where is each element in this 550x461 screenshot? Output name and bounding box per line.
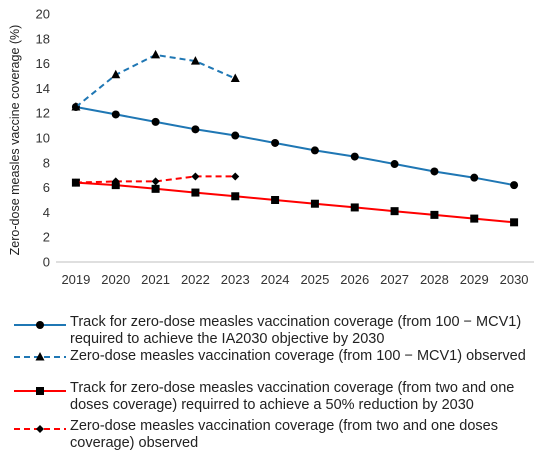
x-tick-label: 2030 bbox=[500, 272, 529, 287]
data-point bbox=[230, 73, 240, 82]
data-point bbox=[71, 102, 81, 111]
x-tick-label: 2026 bbox=[340, 272, 369, 287]
data-point bbox=[111, 177, 120, 186]
data-point bbox=[390, 207, 399, 216]
series-3 bbox=[71, 172, 240, 187]
y-tick-label: 14 bbox=[36, 81, 50, 96]
x-tick-label: 2023 bbox=[221, 272, 250, 287]
series-line bbox=[75, 181, 515, 224]
legend-swatch-observed-mcv1 bbox=[14, 352, 66, 361]
data-point bbox=[191, 188, 200, 197]
y-axis-title: Zero-dose measles vaccine coverage (%) bbox=[8, 25, 22, 256]
line-chart: Zero-dose measles vaccine coverage (%) 0… bbox=[8, 7, 534, 287]
data-point bbox=[271, 138, 280, 147]
data-point bbox=[231, 131, 240, 140]
x-tick-label: 2028 bbox=[420, 272, 449, 287]
x-tick-label: 2025 bbox=[300, 272, 329, 287]
x-tick-label: 2024 bbox=[261, 272, 290, 287]
data-point bbox=[390, 160, 399, 169]
data-point bbox=[310, 199, 319, 208]
series-2 bbox=[71, 178, 519, 227]
data-point bbox=[430, 210, 439, 219]
data-point bbox=[191, 172, 200, 181]
y-tick-label: 20 bbox=[36, 7, 50, 22]
x-tick-label: 2020 bbox=[101, 272, 130, 287]
series-line bbox=[75, 106, 515, 187]
y-tick-label: 6 bbox=[43, 180, 50, 195]
y-tick-label: 4 bbox=[43, 205, 50, 220]
y-tick-label: 16 bbox=[36, 56, 50, 71]
legend-swatch-track-doses bbox=[14, 387, 66, 395]
data-point bbox=[111, 69, 121, 79]
data-point bbox=[231, 192, 240, 201]
x-tick-label: 2019 bbox=[61, 272, 90, 287]
legend-swatch-observed-doses bbox=[14, 425, 66, 433]
data-point bbox=[231, 172, 240, 181]
y-tick-label: 12 bbox=[36, 106, 50, 121]
x-tick-label: 2021 bbox=[141, 272, 170, 287]
x-tick-label: 2027 bbox=[380, 272, 409, 287]
data-point bbox=[510, 218, 519, 227]
data-point bbox=[310, 146, 319, 155]
data-point bbox=[151, 49, 161, 59]
legend-label-observed-mcv1: Zero-dose measles vaccination coverage (… bbox=[70, 348, 526, 364]
legend-label-track-mcv1: Track for zero-dose measles vaccination … bbox=[70, 314, 522, 347]
legend-swatch-track-mcv1 bbox=[14, 321, 66, 329]
data-point bbox=[470, 214, 479, 223]
y-tick-label: 18 bbox=[36, 31, 50, 46]
data-point bbox=[510, 181, 519, 190]
data-point bbox=[350, 152, 359, 161]
y-tick-label: 8 bbox=[43, 155, 50, 170]
series-line bbox=[75, 175, 236, 184]
series-0 bbox=[71, 103, 519, 190]
x-tick-label: 2022 bbox=[181, 272, 210, 287]
data-point bbox=[430, 167, 439, 176]
data-point bbox=[271, 196, 280, 204]
y-tick-label: 10 bbox=[36, 131, 50, 146]
data-point bbox=[71, 178, 80, 187]
x-tick-label: 2029 bbox=[460, 272, 489, 287]
data-point bbox=[350, 203, 359, 212]
legend-label-observed-doses: Zero-dose measles vaccination coverage (… bbox=[70, 418, 498, 451]
series-1 bbox=[71, 49, 240, 111]
data-point bbox=[151, 117, 160, 126]
data-point bbox=[470, 173, 479, 182]
series-line bbox=[75, 53, 236, 108]
y-axis: 0 2 4 6 8 10 12 14 16 18 20 bbox=[36, 7, 50, 270]
x-axis: 2019 2020 2021 2022 2023 2024 2025 2026 2027 2028… bbox=[61, 272, 528, 287]
data-point bbox=[151, 177, 160, 186]
data-point bbox=[190, 56, 200, 65]
legend-label-track-doses: Track for zero-dose measles vaccination … bbox=[70, 380, 515, 413]
data-point bbox=[111, 110, 120, 119]
y-tick-label: 2 bbox=[43, 230, 50, 245]
series-layer bbox=[71, 49, 519, 227]
data-point bbox=[151, 184, 160, 193]
y-tick-label: 0 bbox=[43, 255, 50, 270]
data-point bbox=[191, 125, 200, 134]
